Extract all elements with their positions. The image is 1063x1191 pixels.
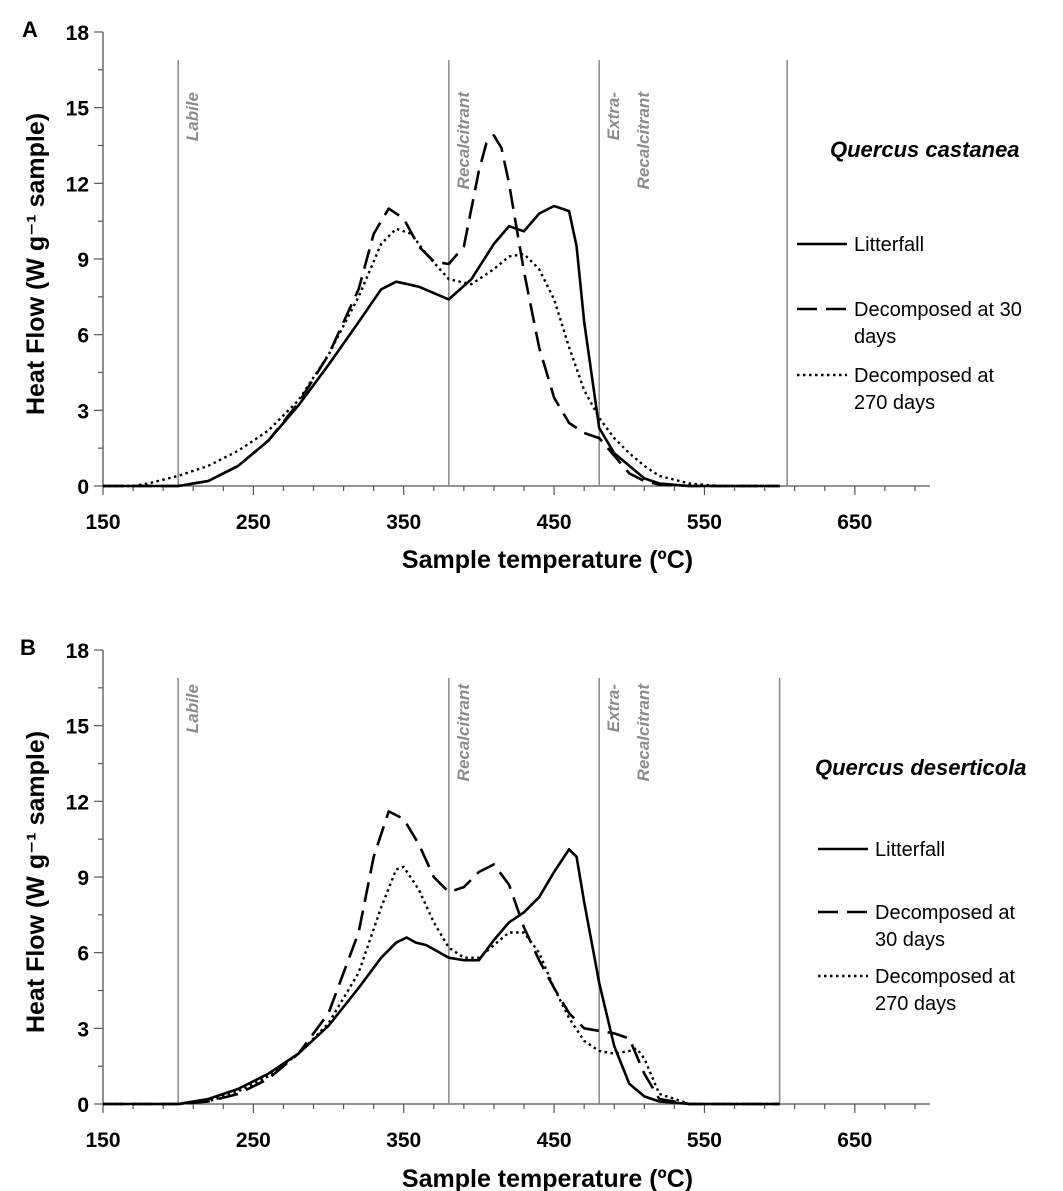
- x-tick-label: 350: [386, 1129, 421, 1152]
- series-line-dotted: [103, 227, 780, 488]
- x-axis-title: Sample temperature (ºC): [402, 546, 693, 574]
- legend-label: days: [854, 326, 896, 348]
- x-tick-label: 250: [236, 511, 271, 534]
- species-title: Quercus castanea: [830, 137, 1020, 162]
- species-title: Quercus deserticola: [815, 755, 1027, 780]
- region-label: Labile: [183, 92, 202, 141]
- series-line-dashed: [103, 134, 780, 488]
- y-tick-label: 0: [77, 1094, 89, 1117]
- x-tick-label: 450: [537, 511, 572, 534]
- y-axis-title: Heat Flow (W g⁻¹ sample): [22, 731, 50, 1033]
- y-tick-label: 15: [66, 716, 90, 739]
- series-line-dotted: [103, 865, 780, 1106]
- region-label: Recalcitrant: [634, 683, 653, 782]
- panel-letter: A: [22, 17, 38, 42]
- legend-label: 30 days: [875, 929, 945, 951]
- x-tick-label: 350: [386, 511, 421, 534]
- legend-label: Litterfall: [875, 839, 945, 861]
- legend-label: 270 days: [875, 993, 956, 1015]
- y-tick-label: 12: [66, 791, 89, 814]
- y-tick-label: 3: [77, 1018, 89, 1041]
- x-axis-title: Sample temperature (ºC): [402, 1165, 693, 1191]
- region-label: Recalcitrant: [634, 91, 653, 190]
- series-line-solid: [103, 848, 780, 1106]
- y-tick-label: 18: [66, 640, 90, 663]
- panel-letter: B: [20, 635, 36, 660]
- chart-panel-a: A 0 3 6 9 12 15 18 150 250 350 450 550 650 Sample temp…: [22, 17, 1022, 574]
- y-tick-label: 6: [77, 325, 89, 348]
- x-tick-label: 650: [837, 511, 872, 534]
- y-axis-title: Heat Flow (W g⁻¹ sample): [22, 113, 50, 415]
- x-tick-label: 250: [236, 1129, 271, 1152]
- x-tick-label: 650: [837, 1129, 872, 1152]
- x-tick-label: 150: [85, 511, 120, 534]
- legend-label: Decomposed at: [875, 966, 1016, 988]
- y-tick-label: 9: [77, 867, 89, 890]
- x-tick-label: 150: [85, 1129, 120, 1152]
- x-tick-label: 450: [537, 1129, 572, 1152]
- region-label: Labile: [183, 684, 202, 733]
- legend-label: Decomposed at 30: [854, 299, 1022, 321]
- y-tick-label: 3: [77, 400, 89, 423]
- legend-label: 270 days: [854, 392, 935, 414]
- region-label: Recalcitrant: [454, 683, 473, 782]
- y-tick-label: 0: [77, 476, 89, 499]
- series-line-dashed: [103, 810, 780, 1106]
- y-tick-label: 15: [66, 98, 90, 121]
- y-tick-label: 9: [77, 249, 89, 272]
- y-tick-label: 6: [77, 943, 89, 966]
- region-label: Extra-: [604, 684, 623, 733]
- x-tick-label: 550: [687, 1129, 722, 1152]
- legend-label: Decomposed at: [875, 902, 1016, 924]
- series-line-solid: [103, 204, 780, 488]
- y-tick-label: 12: [66, 173, 89, 196]
- legend-label: Litterfall: [854, 234, 924, 256]
- x-tick-label: 550: [687, 511, 722, 534]
- y-tick-label: 18: [66, 22, 90, 45]
- chart-panel-b: B 0 3 6 9 12 15 18 150 250 350 450 550 650 Sample temp…: [20, 635, 1027, 1191]
- region-label: Recalcitrant: [454, 91, 473, 190]
- legend-label: Decomposed at: [854, 365, 995, 387]
- region-label: Extra-: [604, 92, 623, 141]
